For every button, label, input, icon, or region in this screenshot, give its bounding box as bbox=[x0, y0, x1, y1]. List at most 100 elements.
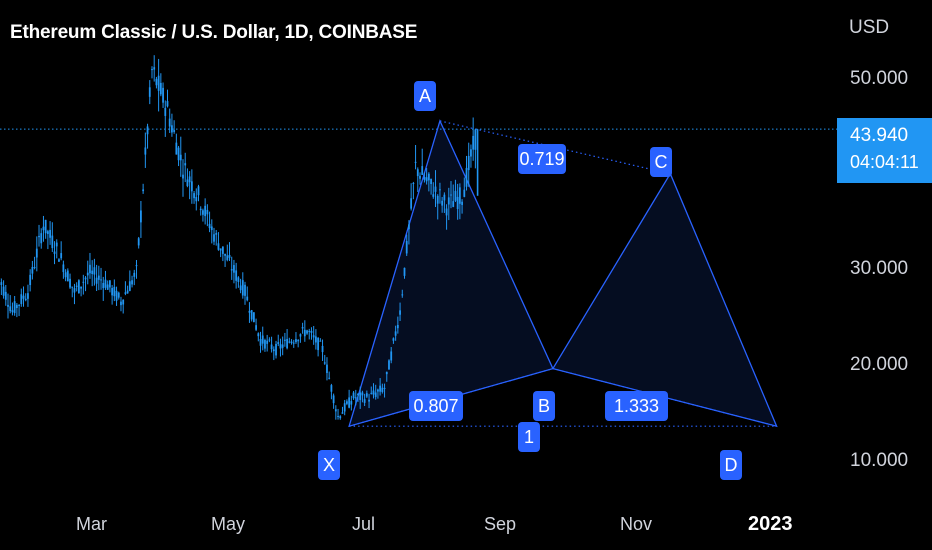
candle-body bbox=[388, 360, 390, 370]
candle-body bbox=[303, 329, 306, 337]
candle-body bbox=[257, 333, 260, 337]
candle-body bbox=[319, 340, 322, 342]
candle-body bbox=[157, 75, 160, 91]
candle-body bbox=[38, 235, 40, 238]
candle-body bbox=[365, 393, 368, 397]
candle-body bbox=[306, 330, 308, 334]
candle-body bbox=[221, 246, 224, 254]
candle-body bbox=[46, 231, 49, 234]
candle-body bbox=[272, 349, 275, 352]
candle-body bbox=[18, 304, 20, 306]
point-label-d[interactable]: D bbox=[720, 450, 742, 480]
time-tick-may: May bbox=[211, 514, 246, 534]
candle-body bbox=[383, 387, 386, 389]
point-label-b[interactable]: B bbox=[533, 391, 555, 421]
candle-body bbox=[290, 341, 293, 343]
candle-body bbox=[379, 385, 382, 392]
candle-body bbox=[224, 253, 226, 256]
candle-body bbox=[4, 291, 7, 300]
candle-body bbox=[354, 397, 357, 399]
candle-body bbox=[137, 238, 140, 246]
candle-body bbox=[374, 392, 377, 397]
time-tick-jul: Jul bbox=[352, 514, 376, 534]
candle-body bbox=[334, 409, 337, 412]
candle-body bbox=[175, 142, 178, 155]
point-label-1[interactable]: 1 bbox=[518, 422, 540, 452]
candle-body bbox=[408, 224, 410, 230]
candle-body bbox=[377, 389, 379, 392]
candle-body bbox=[281, 344, 284, 348]
candle-body bbox=[202, 210, 204, 215]
candle-body bbox=[195, 196, 198, 202]
candle-body bbox=[239, 285, 242, 291]
point-label-a[interactable]: A bbox=[414, 81, 436, 111]
candle-body bbox=[264, 339, 266, 349]
time-tick-mar: Mar bbox=[76, 514, 107, 534]
candle-body bbox=[230, 269, 233, 271]
point-label-c[interactable]: C bbox=[650, 147, 672, 177]
candle-body bbox=[11, 310, 14, 313]
candle-body bbox=[458, 187, 461, 204]
ratio-label-ac[interactable]: 0.719 bbox=[518, 144, 566, 174]
candle-body bbox=[427, 173, 430, 181]
candle-body bbox=[93, 267, 96, 275]
candle-body bbox=[64, 272, 67, 278]
candle-body bbox=[275, 343, 277, 356]
candle-body bbox=[312, 335, 315, 338]
candle-body bbox=[441, 200, 444, 206]
candle-body bbox=[279, 344, 282, 349]
ratio-label-xb[interactable]: 0.807 bbox=[409, 391, 463, 421]
candle-body bbox=[348, 397, 351, 408]
candle-body bbox=[113, 286, 116, 297]
candle-body bbox=[89, 264, 91, 274]
candle-body bbox=[288, 341, 291, 343]
price-tick-30: 30.000 bbox=[850, 258, 909, 279]
candle-body bbox=[445, 208, 448, 216]
candle-body bbox=[452, 201, 455, 207]
price-tick-50: 50.000 bbox=[850, 68, 909, 89]
candle-body bbox=[326, 364, 328, 373]
candle-body bbox=[416, 169, 419, 177]
candle-body bbox=[332, 395, 335, 404]
candle-body bbox=[53, 251, 56, 254]
candle-body bbox=[49, 229, 51, 238]
candle-body bbox=[188, 176, 191, 183]
point-label-x[interactable]: X bbox=[318, 450, 340, 480]
price-tick-10: 10.000 bbox=[850, 450, 909, 471]
candle-body bbox=[168, 118, 171, 127]
candle-body bbox=[15, 304, 18, 309]
candle-body bbox=[450, 194, 452, 196]
candle-body bbox=[226, 255, 229, 261]
candle-body bbox=[2, 286, 5, 296]
candle-body bbox=[237, 277, 240, 282]
candle-body bbox=[66, 270, 69, 282]
candle-body bbox=[122, 299, 125, 305]
candle-body bbox=[246, 296, 249, 301]
candle-body bbox=[159, 82, 162, 95]
candle-body bbox=[410, 198, 413, 209]
candle-body bbox=[405, 240, 408, 254]
candle-body bbox=[430, 178, 432, 184]
candle-body bbox=[22, 295, 25, 299]
candle-body bbox=[461, 201, 463, 205]
candle-body bbox=[297, 340, 300, 342]
candle-body bbox=[219, 248, 222, 251]
candle-body bbox=[86, 272, 89, 276]
candle-body bbox=[343, 403, 346, 412]
candle-body bbox=[394, 331, 397, 336]
candle-body bbox=[40, 233, 43, 244]
candle-body bbox=[73, 288, 76, 293]
candle-body bbox=[153, 67, 156, 70]
candle-body bbox=[33, 267, 36, 269]
candle-body bbox=[217, 243, 220, 250]
candle-body bbox=[434, 186, 437, 192]
candle-body bbox=[102, 282, 105, 289]
ratio-label-bd[interactable]: 1.333 bbox=[605, 391, 668, 421]
candle-body bbox=[204, 205, 207, 217]
candle-body bbox=[454, 190, 457, 201]
candle-body bbox=[443, 194, 446, 201]
candle-body bbox=[248, 310, 251, 313]
candle-body bbox=[7, 304, 9, 307]
candle-body bbox=[341, 412, 344, 414]
